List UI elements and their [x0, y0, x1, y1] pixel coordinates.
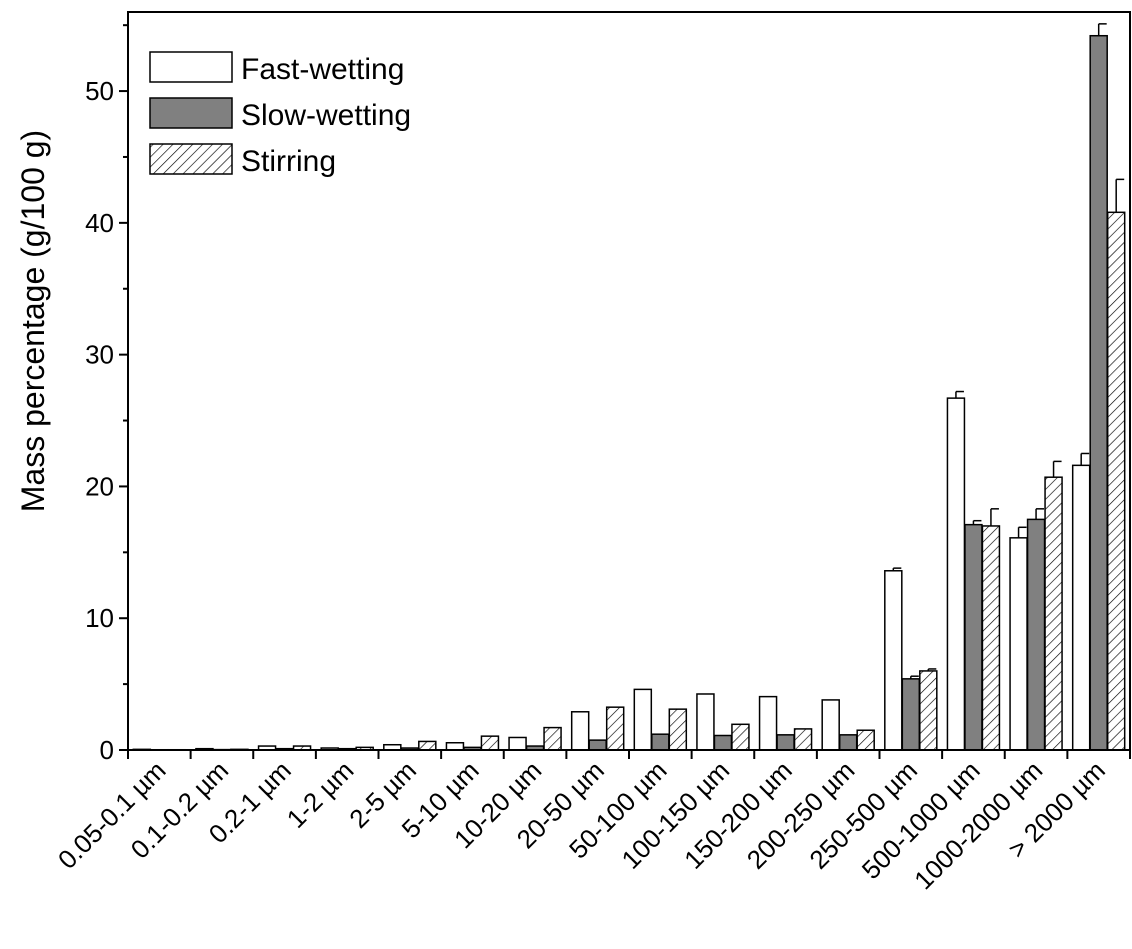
legend: Fast-wetting Slow-wetting Stirring	[149, 51, 411, 178]
bar-stirring-8	[668, 708, 688, 751]
y-axis-ticks	[119, 24, 128, 751]
bar-fast-wetting-10	[758, 695, 778, 751]
y-tick-label: 30	[85, 340, 114, 370]
bar-slow-wetting-11	[838, 734, 858, 751]
bar-stirring-10	[793, 728, 813, 751]
bar-stirring-14	[1044, 476, 1063, 751]
legend-swatch-fast-wetting	[149, 51, 233, 83]
bar-stirring-12	[919, 670, 938, 751]
legend-swatch-slow-wetting	[149, 97, 233, 129]
y-tick-label: 50	[85, 76, 114, 106]
bar-slow-wetting-7	[588, 739, 607, 751]
bar-fast-wetting-11	[821, 699, 840, 751]
legend-swatch-stirring	[149, 143, 233, 175]
x-axis-tick-labels: 0.05-0.1 µm0.1-0.2 µm0.2-1 µm1-2 µm2-5 µ…	[52, 755, 1111, 895]
error-bars-layer	[892, 23, 1125, 679]
bar-fast-wetting-13	[946, 397, 966, 751]
legend-label-slow-wetting: Slow-wetting	[241, 99, 411, 132]
bar-slow-wetting-10	[776, 734, 795, 751]
x-axis-ticks	[127, 750, 1131, 759]
bar-stirring-7	[605, 706, 625, 751]
bar-fast-wetting-9	[696, 693, 715, 751]
y-tick-label: 20	[85, 471, 114, 501]
y-tick-label: 40	[85, 208, 114, 238]
x-tick-label: 1-2 µm	[281, 755, 360, 834]
bar-slow-wetting-8	[651, 733, 670, 751]
bar-stirring-11	[856, 729, 875, 751]
y-axis-title: Mass percentage (g/100 g)	[15, 130, 51, 512]
bar-fast-wetting-14	[1009, 537, 1028, 751]
y-tick-label: 0	[100, 735, 114, 765]
bar-stirring-4	[418, 740, 437, 751]
bar-slow-wetting-12	[901, 678, 921, 751]
legend-label-fast-wetting: Fast-wetting	[241, 53, 404, 86]
bar-stirring-15	[1106, 211, 1126, 751]
bar-fast-wetting-8	[633, 688, 653, 751]
bar-stirring-5	[480, 735, 500, 751]
bar-fast-wetting-12	[884, 570, 903, 751]
bar-slow-wetting-15	[1089, 34, 1108, 751]
bar-slow-wetting-14	[1026, 518, 1046, 751]
bar-fast-wetting-5	[445, 742, 465, 751]
y-axis-tick-labels: 0 10 20 30 40 50	[85, 76, 114, 765]
bar-fast-wetting-6	[508, 736, 527, 751]
bar-stirring-6	[543, 726, 562, 751]
y-tick-label: 10	[85, 603, 114, 633]
bar-slow-wetting-9	[713, 734, 733, 751]
bar-fast-wetting-7	[570, 711, 590, 751]
bars-layer	[132, 34, 1126, 751]
bar-stirring-9	[731, 723, 750, 751]
bar-slow-wetting-13	[964, 523, 983, 751]
bar-stirring-13	[981, 525, 1001, 751]
bar-fast-wetting-15	[1071, 464, 1091, 751]
legend-label-stirring: Stirring	[241, 145, 336, 178]
